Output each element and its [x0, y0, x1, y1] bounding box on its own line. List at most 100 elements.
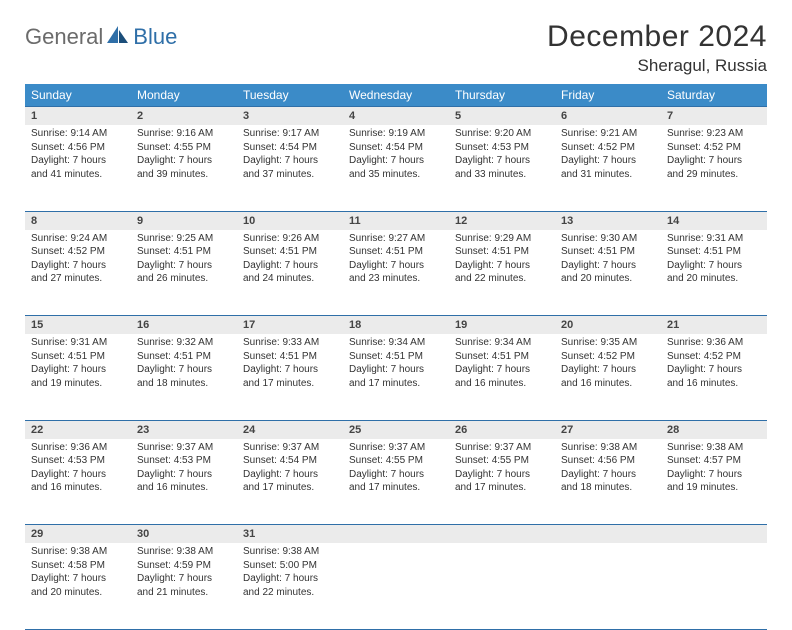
day-content-cell: Sunrise: 9:36 AMSunset: 4:53 PMDaylight:…: [25, 439, 131, 525]
daylight-text: Daylight: 7 hours: [349, 363, 443, 377]
header: General Blue December 2024 Sheragul, Rus…: [25, 20, 767, 76]
daylight-text: Daylight: 7 hours: [561, 154, 655, 168]
sunset-text: Sunset: 4:51 PM: [243, 245, 337, 259]
sunrise-text: Sunrise: 9:38 AM: [137, 545, 231, 559]
sunrise-text: Sunrise: 9:31 AM: [31, 336, 125, 350]
daylight-text: Daylight: 7 hours: [349, 154, 443, 168]
day-number-cell: 19: [449, 316, 555, 335]
day-content-row: Sunrise: 9:38 AM Sunset: 4:58 PM Daylight:…: [25, 543, 767, 629]
month-title: December 2024: [547, 20, 767, 54]
daylight-text: Daylight: 7 hours: [243, 259, 337, 273]
sunrise-text: Sunrise: 9:31 AM: [667, 232, 761, 246]
sunrise-text: Sunrise: 9:37 AM: [137, 441, 231, 455]
day-content-cell: Sunrise: 9:32 AMSunset: 4:51 PMDaylight:…: [131, 334, 237, 420]
day-content-cell: Sunrise: 9:16 AMSunset: 4:55 PMDaylight:…: [131, 125, 237, 211]
day-content-cell: Sunrise: 9:19 AMSunset: 4:54 PMDaylight:…: [343, 125, 449, 211]
daylight-text: and 17 minutes.: [243, 377, 337, 391]
daylight-text: and 24 minutes.: [243, 272, 337, 286]
daylight-text: and 16 minutes.: [137, 481, 231, 495]
sunset-text: Sunset: 4:51 PM: [243, 350, 337, 364]
daylight-text: and 18 minutes.: [137, 377, 231, 391]
day-number-cell: 27: [555, 420, 661, 439]
daylight-text: and 22 minutes.: [455, 272, 549, 286]
day-content-cell: Sunrise: 9:25 AMSunset: 4:51 PMDaylight:…: [131, 230, 237, 316]
day-number-cell: 13: [555, 211, 661, 230]
sunrise-text: Sunrise: 9:21 AM: [561, 127, 655, 141]
brand-part1: General: [25, 24, 103, 50]
sunrise-text: Sunrise: 9:20 AM: [455, 127, 549, 141]
day-number-cell: 28: [661, 420, 767, 439]
sunset-text: Sunset: 4:58 PM: [31, 559, 125, 573]
daylight-text: Daylight: 7 hours: [137, 468, 231, 482]
day-content-cell: Sunrise: 9:21 AMSunset: 4:52 PMDaylight:…: [555, 125, 661, 211]
sunrise-text: Sunrise: 9:37 AM: [455, 441, 549, 455]
brand-part2: Blue: [133, 24, 177, 50]
day-content-cell: Sunrise: 9:38 AMSunset: 5:00 PMDaylight:…: [237, 543, 343, 629]
day-number-cell: 1: [25, 107, 131, 126]
day-content-cell: Sunrise: 9:30 AMSunset: 4:51 PMDaylight:…: [555, 230, 661, 316]
daylight-text: Daylight: 7 hours: [349, 468, 443, 482]
calendar-table: Sunday Monday Tuesday Wednesday Thursday…: [25, 84, 767, 630]
day-number-cell: 21: [661, 316, 767, 335]
day-number-row: 1234567: [25, 107, 767, 126]
daylight-text: Daylight: 7 hours: [561, 363, 655, 377]
daylight-text: Daylight: 7 hours: [243, 468, 337, 482]
title-block: December 2024 Sheragul, Russia: [547, 20, 767, 76]
sunrise-text: Sunrise: 9:35 AM: [561, 336, 655, 350]
daylight-text: and 23 minutes.: [349, 272, 443, 286]
day-content-cell: Sunrise: 9:14 AMSunset: 4:56 PMDaylight:…: [25, 125, 131, 211]
sunset-text: Sunset: 4:54 PM: [243, 141, 337, 155]
day-content-cell: Sunrise: 9:38 AMSunset: 4:59 PMDaylight:…: [131, 543, 237, 629]
sunrise-text: Sunrise: 9:26 AM: [243, 232, 337, 246]
sunrise-text: Sunrise: 9:34 AM: [349, 336, 443, 350]
sunset-text: Sunset: 4:53 PM: [31, 454, 125, 468]
daylight-text: Daylight: 7 hours: [31, 259, 125, 273]
sunrise-text: Sunrise: 9:14 AM: [31, 127, 125, 141]
daylight-text: Daylight: 7 hours: [137, 572, 231, 586]
daylight-text: Daylight: 7 hours: [455, 154, 549, 168]
daylight-text: Daylight: 7 hours: [667, 363, 761, 377]
daylight-text: and 27 minutes.: [31, 272, 125, 286]
daylight-text: and 16 minutes.: [561, 377, 655, 391]
day-number-cell: 14: [661, 211, 767, 230]
daylight-text: and 22 minutes.: [243, 586, 337, 600]
day-content-cell: Sunrise: 9:38 AMSunset: 4:56 PMDaylight:…: [555, 439, 661, 525]
sunset-text: Sunset: 4:51 PM: [667, 245, 761, 259]
day-number-cell: 25: [343, 420, 449, 439]
daylight-text: Daylight: 7 hours: [243, 572, 337, 586]
sunset-text: Sunset: 4:51 PM: [137, 350, 231, 364]
daylight-text: and 20 minutes.: [31, 586, 125, 600]
daylight-text: Daylight: 7 hours: [137, 259, 231, 273]
sunrise-text: Sunrise: 9:36 AM: [667, 336, 761, 350]
day-content-cell: Sunrise: 9:26 AMSunset: 4:51 PMDaylight:…: [237, 230, 343, 316]
sunset-text: Sunset: 4:52 PM: [31, 245, 125, 259]
day-number-cell: 23: [131, 420, 237, 439]
day-content-cell: Sunrise: 9:38 AMSunset: 4:58 PMDaylight:…: [25, 543, 131, 629]
day-number-cell: 5: [449, 107, 555, 126]
sunset-text: Sunset: 4:59 PM: [137, 559, 231, 573]
day-number-cell: 20: [555, 316, 661, 335]
day-content-cell: Sunrise: 9:24 AMSunset: 4:52 PMDaylight:…: [25, 230, 131, 316]
day-number-cell: [661, 525, 767, 544]
day-content-row: Sunrise: 9:31 AM Sunset: 4:51 PM Daylight:…: [25, 334, 767, 420]
day-number-row: 22232425262728: [25, 420, 767, 439]
daylight-text: Daylight: 7 hours: [455, 468, 549, 482]
sunrise-text: Sunrise: 9:32 AM: [137, 336, 231, 350]
day-content-row: Sunrise: 9:36 AMSunset: 4:53 PMDaylight:…: [25, 439, 767, 525]
daylight-text: Daylight: 7 hours: [31, 154, 125, 168]
daylight-text: Daylight: 7 hours: [667, 154, 761, 168]
sunset-text: Sunset: 4:56 PM: [561, 454, 655, 468]
sunset-text: Sunset: 4:52 PM: [561, 141, 655, 155]
daylight-text: Daylight: 7 hours: [31, 468, 125, 482]
sunrise-text: Sunrise: 9:29 AM: [455, 232, 549, 246]
weekday-header-row: Sunday Monday Tuesday Wednesday Thursday…: [25, 84, 767, 107]
daylight-text: and 29 minutes.: [667, 168, 761, 182]
weekday-header: Wednesday: [343, 84, 449, 107]
day-content-row: Sunrise: 9:24 AMSunset: 4:52 PMDaylight:…: [25, 230, 767, 316]
day-content-cell: Sunrise: 9:27 AMSunset: 4:51 PMDaylight:…: [343, 230, 449, 316]
day-content-cell: Sunrise: 9:17 AMSunset: 4:54 PMDaylight:…: [237, 125, 343, 211]
daylight-text: Daylight: 7 hours: [667, 259, 761, 273]
daylight-text: and 17 minutes.: [243, 481, 337, 495]
sunset-text: Sunset: 4:51 PM: [137, 245, 231, 259]
daylight-text: and 20 minutes.: [667, 272, 761, 286]
